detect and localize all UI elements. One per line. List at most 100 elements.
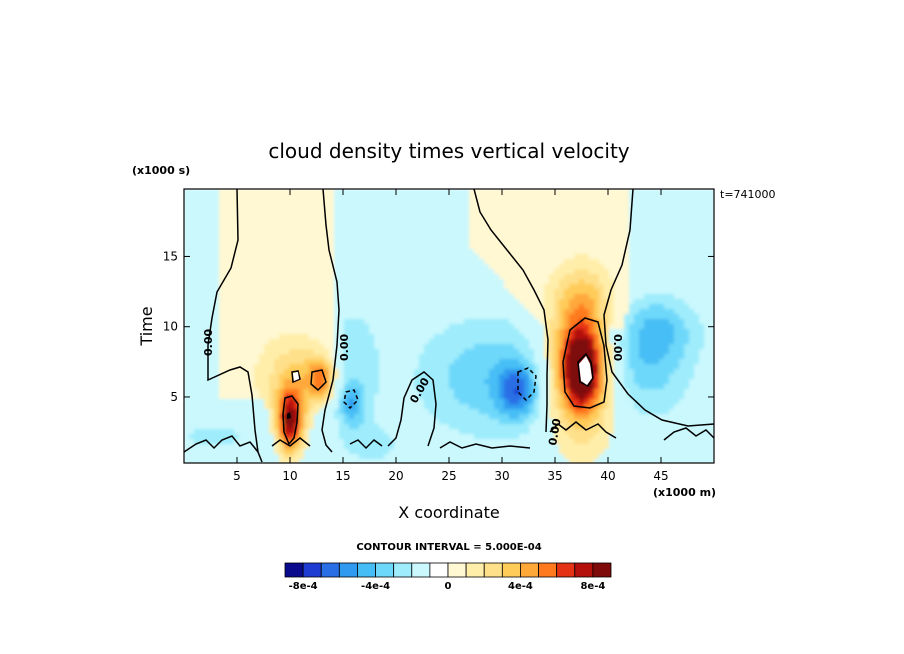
field-cell (489, 224, 495, 230)
field-cell (634, 339, 640, 345)
field-cell (304, 249, 310, 255)
field-cell (319, 334, 325, 340)
field-cell (569, 349, 575, 355)
field-cell (444, 369, 450, 375)
field-cell (304, 364, 310, 370)
field-cell (564, 189, 570, 195)
field-cell (429, 289, 435, 295)
field-cell (379, 234, 385, 240)
field-cell (344, 394, 350, 400)
field-cell (704, 374, 710, 380)
field-cell (314, 214, 320, 220)
field-cell (324, 409, 330, 415)
field-cell (619, 384, 625, 390)
field-cell (204, 334, 210, 340)
field-cell (319, 189, 325, 195)
field-cell (294, 314, 300, 320)
field-cell (349, 399, 355, 405)
field-cell (654, 364, 660, 370)
field-cell (384, 414, 390, 420)
field-cell (354, 389, 360, 395)
field-cell (399, 299, 405, 305)
field-cell (349, 269, 355, 275)
field-cell (204, 279, 210, 285)
field-cell (194, 229, 200, 235)
field-cell (579, 209, 585, 215)
field-cell (589, 349, 595, 355)
field-cell (539, 264, 545, 270)
field-cell (689, 224, 695, 230)
field-cell (284, 224, 290, 230)
field-cell (644, 244, 650, 250)
field-cell (694, 304, 700, 310)
field-cell (364, 234, 370, 240)
field-cell (524, 289, 530, 295)
field-cell (309, 214, 315, 220)
field-cell (549, 309, 555, 315)
field-cell (654, 294, 660, 300)
field-cell (699, 344, 705, 350)
field-cell (444, 404, 450, 410)
field-cell (474, 319, 480, 325)
field-cell (189, 424, 195, 430)
field-cell (644, 374, 650, 380)
field-cell (319, 289, 325, 295)
field-cell (549, 314, 555, 320)
field-cell (499, 239, 505, 245)
field-cell (639, 294, 645, 300)
field-cell (664, 269, 670, 275)
field-cell (404, 404, 410, 410)
field-cell (464, 349, 470, 355)
field-cell (294, 219, 300, 225)
field-cell (334, 399, 340, 405)
field-cell (704, 309, 710, 315)
field-cell (239, 404, 245, 410)
field-cell (394, 414, 400, 420)
field-cell (524, 194, 530, 200)
field-cell (524, 379, 530, 385)
field-cell (669, 239, 675, 245)
field-cell (319, 339, 325, 345)
field-cell (329, 314, 335, 320)
field-cell (384, 294, 390, 300)
field-cell (539, 254, 545, 260)
field-cell (184, 354, 190, 360)
field-cell (524, 294, 530, 300)
field-cell (424, 394, 430, 400)
field-cell (194, 359, 200, 365)
field-cell (379, 259, 385, 265)
field-cell (454, 314, 460, 320)
field-cell (569, 374, 575, 380)
field-cell (594, 244, 600, 250)
field-cell (299, 319, 305, 325)
field-cell (319, 364, 325, 370)
field-cell (469, 194, 475, 200)
field-cell (534, 299, 540, 305)
field-cell (419, 359, 425, 365)
field-cell (184, 269, 190, 275)
field-cell (379, 409, 385, 415)
field-cell (239, 384, 245, 390)
field-cell (364, 359, 370, 365)
field-cell (269, 279, 275, 285)
field-cell (704, 394, 710, 400)
field-cell (414, 244, 420, 250)
field-cell (694, 349, 700, 355)
field-cell (339, 244, 345, 250)
field-cell (539, 404, 545, 410)
field-cell (659, 239, 665, 245)
field-cell (709, 189, 714, 195)
field-cell (614, 319, 620, 325)
field-cell (404, 234, 410, 240)
field-cell (469, 274, 475, 280)
field-cell (384, 379, 390, 385)
field-cell (479, 304, 485, 310)
field-cell (634, 194, 640, 200)
field-cell (299, 239, 305, 245)
field-cell (674, 254, 680, 260)
field-cell (224, 349, 230, 355)
field-cell (584, 309, 590, 315)
field-cell (429, 414, 435, 420)
field-cell (279, 409, 285, 415)
field-cell (669, 414, 675, 420)
